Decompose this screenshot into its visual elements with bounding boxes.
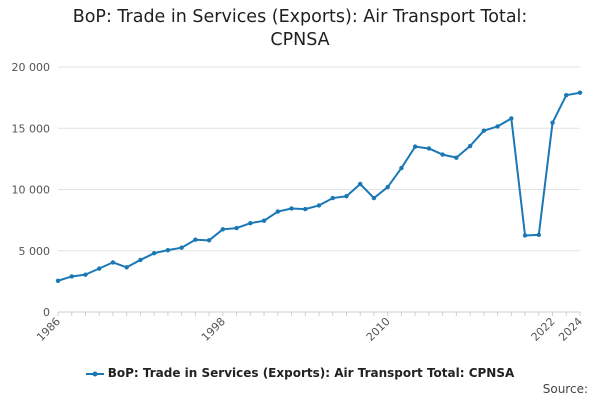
data-point xyxy=(399,165,404,171)
legend[interactable]: BoP: Trade in Services (Exports): Air Tr… xyxy=(0,366,600,380)
y-tick-label: 5 000 xyxy=(19,245,51,258)
x-tick-label: 2010 xyxy=(364,315,393,344)
data-point xyxy=(151,251,157,256)
data-point xyxy=(179,245,184,250)
data-point xyxy=(550,120,555,125)
y-tick-label: 20 000 xyxy=(12,61,51,74)
y-axis: 0 5 000 10 000 15 000 20 000 xyxy=(12,61,51,319)
data-point xyxy=(110,260,116,265)
data-point xyxy=(358,181,363,187)
data-point xyxy=(426,146,432,151)
data-point xyxy=(564,92,569,98)
data-point xyxy=(495,124,500,129)
legend-label: BoP: Trade in Services (Exports): Air Tr… xyxy=(107,366,515,380)
data-point xyxy=(316,203,322,208)
chart-title-line-1: BoP: Trade in Services (Exports): Air Tr… xyxy=(72,7,528,27)
data-point xyxy=(206,238,212,243)
data-point xyxy=(371,195,377,201)
data-point xyxy=(261,218,267,223)
data-point xyxy=(509,116,514,121)
chart-title: BoP: Trade in Services (Exports): Air Tr… xyxy=(0,6,600,52)
y-tick-label: 10 000 xyxy=(12,184,51,197)
grid-lines xyxy=(58,66,580,313)
data-point xyxy=(522,233,528,238)
x-tick-label: 1998 xyxy=(199,315,228,344)
data-point xyxy=(440,152,445,157)
series-layer xyxy=(55,90,583,283)
y-tick-label: 15 000 xyxy=(12,122,51,135)
source-label: Source: xyxy=(542,382,588,396)
data-point xyxy=(577,90,583,95)
data-point xyxy=(454,155,459,160)
data-point xyxy=(289,206,294,211)
y-tick-label: 0 xyxy=(43,306,50,319)
data-point xyxy=(83,272,88,277)
x-tick-label: 2024 xyxy=(556,315,585,344)
chart-title-line-2: CPNSA xyxy=(270,30,330,50)
data-point xyxy=(165,247,171,253)
data-point xyxy=(193,237,198,242)
data-point xyxy=(97,266,102,271)
data-point xyxy=(69,274,74,279)
data-point xyxy=(303,206,308,212)
data-point xyxy=(481,128,487,133)
data-point xyxy=(55,278,61,283)
data-point xyxy=(467,143,473,149)
data-point xyxy=(385,184,390,190)
legend-marker-icon xyxy=(85,371,104,376)
data-point xyxy=(344,194,349,199)
data-point xyxy=(138,257,143,263)
data-point xyxy=(220,227,226,232)
data-point xyxy=(536,232,541,238)
x-tick-label: 2022 xyxy=(529,315,558,344)
data-point xyxy=(248,220,253,226)
x-tick-label: 1986 xyxy=(34,315,63,344)
data-point xyxy=(330,195,335,201)
data-point xyxy=(412,144,418,149)
data-point xyxy=(124,265,129,270)
data-point xyxy=(275,209,280,214)
series-line xyxy=(57,91,581,282)
data-point xyxy=(234,225,239,231)
